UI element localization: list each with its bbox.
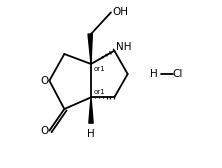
Text: or1: or1 — [93, 89, 105, 95]
Text: H: H — [87, 129, 95, 139]
Polygon shape — [88, 34, 92, 64]
Text: OH: OH — [113, 7, 129, 17]
Text: or1: or1 — [93, 66, 105, 72]
Text: O: O — [40, 126, 48, 136]
Text: Cl: Cl — [172, 69, 183, 79]
Polygon shape — [89, 97, 93, 123]
Text: NH: NH — [116, 41, 131, 52]
Text: H: H — [151, 69, 158, 79]
Text: O: O — [40, 76, 48, 86]
